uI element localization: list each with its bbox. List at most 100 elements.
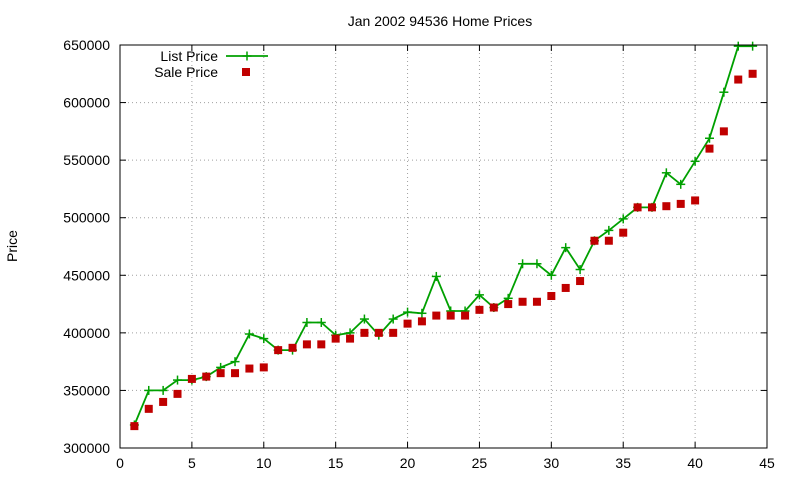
x-tick-label: 20: [400, 455, 416, 471]
data-point: [331, 334, 340, 343]
data-point: [302, 340, 311, 349]
data-point: [388, 314, 398, 324]
x-tick-label: 45: [759, 455, 775, 471]
data-point: [216, 369, 225, 378]
x-tick-label: 35: [615, 455, 631, 471]
data-point: [647, 203, 656, 212]
axis-ticks: 0 5 10 15 20 25 30 35 40 45 300000 350000 400000 4500…: [63, 37, 775, 471]
data-point: [159, 397, 168, 406]
data-point: [187, 374, 196, 383]
data-point: [575, 265, 585, 275]
series-sale-price: [130, 69, 757, 431]
data-point: [733, 41, 743, 51]
data-point: [245, 364, 254, 373]
data-point: [532, 259, 542, 269]
data-point: [360, 328, 369, 337]
legend-label: Sale Price: [154, 64, 218, 80]
data-point: [374, 328, 383, 337]
data-point: [489, 303, 498, 312]
data-point: [403, 307, 413, 317]
y-tick-label: 450000: [63, 267, 110, 283]
data-point: [704, 133, 714, 143]
data-point: [676, 199, 685, 208]
x-tick-label: 0: [116, 455, 124, 471]
series-line: [133, 45, 753, 426]
data-point: [288, 343, 297, 352]
data-point: [547, 292, 556, 301]
data-point: [604, 225, 614, 235]
grid: [120, 45, 767, 448]
y-axis-label: Price: [4, 230, 20, 262]
data-point: [144, 385, 154, 395]
data-point: [446, 311, 455, 320]
x-tick-label: 5: [188, 455, 196, 471]
data-point: [618, 214, 628, 224]
data-point: [561, 283, 570, 292]
y-tick-label: 650000: [63, 37, 110, 53]
data-point: [662, 202, 671, 211]
data-point: [173, 375, 183, 385]
data-point: [230, 357, 240, 367]
data-point: [474, 290, 484, 300]
data-point: [518, 297, 527, 306]
data-point: [748, 69, 757, 78]
data-point: [532, 297, 541, 306]
y-tick-label: 500000: [63, 210, 110, 226]
data-point: [461, 311, 470, 320]
data-point: [231, 369, 240, 378]
data-point: [619, 228, 628, 237]
plot-series: [129, 41, 758, 431]
data-point: [173, 389, 182, 398]
y-tick-label: 550000: [63, 152, 110, 168]
data-point: [734, 75, 743, 84]
data-point: [389, 328, 398, 337]
data-point: [661, 168, 671, 178]
y-tick-label: 600000: [63, 95, 110, 111]
data-point: [144, 404, 153, 413]
data-point: [316, 317, 326, 327]
y-tick-label: 400000: [63, 325, 110, 341]
data-point: [130, 422, 139, 431]
data-point: [604, 236, 613, 245]
data-point: [302, 317, 312, 327]
data-point: [748, 41, 758, 51]
data-point: [590, 236, 599, 245]
data-point: [317, 340, 326, 349]
data-point: [504, 300, 513, 309]
legend-square-swatch: [242, 68, 250, 76]
data-point: [576, 277, 585, 286]
x-tick-label: 10: [256, 455, 272, 471]
data-point: [417, 317, 426, 326]
data-point: [690, 156, 700, 166]
data-point: [259, 334, 269, 344]
data-point: [244, 329, 254, 339]
legend-cross-swatch: [242, 51, 252, 61]
data-point: [518, 259, 528, 269]
data-point: [158, 385, 168, 395]
data-point: [561, 243, 571, 253]
data-point: [719, 127, 728, 136]
data-point: [346, 334, 355, 343]
data-point: [432, 311, 441, 320]
y-tick-label: 350000: [63, 382, 110, 398]
chart-title: Jan 2002 94536 Home Prices: [348, 13, 532, 29]
data-point: [691, 196, 700, 205]
data-point: [417, 308, 427, 318]
data-point: [403, 319, 412, 328]
x-tick-label: 25: [472, 455, 488, 471]
data-point: [202, 372, 211, 381]
data-point: [546, 270, 556, 280]
data-point: [676, 179, 686, 189]
data-point: [719, 87, 729, 97]
data-point: [431, 271, 441, 281]
y-tick-label: 300000: [63, 440, 110, 456]
x-tick-label: 15: [328, 455, 344, 471]
data-point: [633, 203, 642, 212]
plot-frame: [119, 44, 768, 449]
data-point: [259, 363, 268, 372]
x-tick-label: 40: [687, 455, 703, 471]
data-point: [274, 346, 283, 355]
data-point: [705, 144, 714, 153]
